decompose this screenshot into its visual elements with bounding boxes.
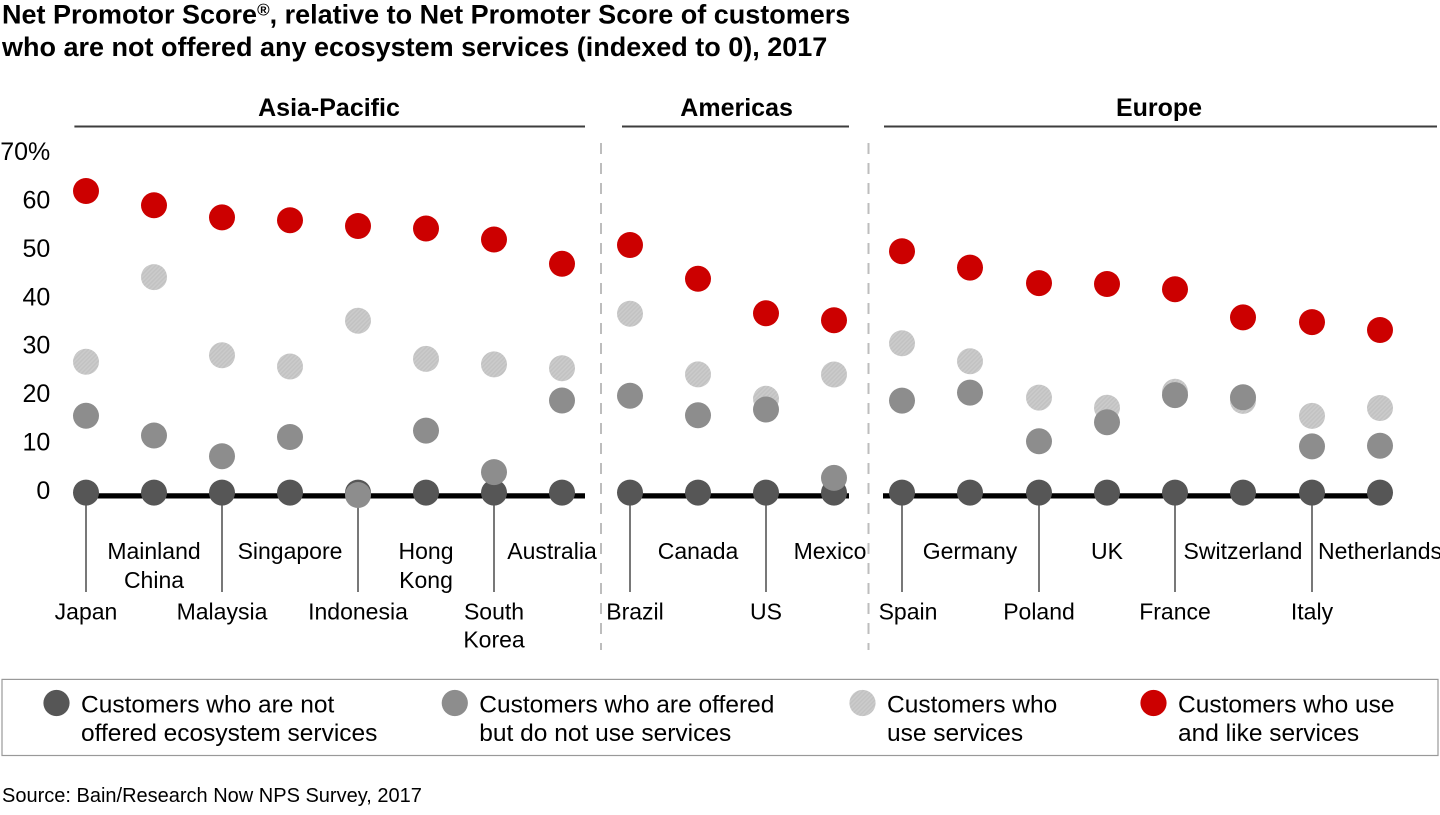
- svg-text:Poland: Poland: [1003, 599, 1075, 625]
- svg-text:who are not offered any ecosys: who are not offered any ecosystem servic…: [1, 32, 827, 62]
- svg-text:Netherlands: Netherlands: [1318, 538, 1440, 564]
- svg-text:Asia-Pacific: Asia-Pacific: [258, 94, 400, 122]
- svg-text:Customers who: Customers who: [887, 692, 1057, 719]
- svg-text:US: US: [750, 599, 782, 625]
- svg-text:Hong: Hong: [399, 538, 454, 564]
- svg-text:South: South: [464, 599, 524, 625]
- svg-text:Australia: Australia: [507, 538, 597, 564]
- svg-text:70%: 70%: [0, 138, 50, 166]
- svg-text:France: France: [1139, 599, 1211, 625]
- svg-text:use services: use services: [887, 720, 1023, 747]
- svg-text:Canada: Canada: [658, 538, 739, 564]
- svg-text:Mainland: Mainland: [107, 538, 200, 564]
- svg-text:Italy: Italy: [1291, 599, 1334, 625]
- svg-text:10: 10: [22, 429, 50, 457]
- svg-text:and like services: and like services: [1178, 720, 1359, 747]
- svg-text:Americas: Americas: [680, 94, 793, 122]
- svg-text:Brazil: Brazil: [606, 599, 664, 625]
- svg-text:Malaysia: Malaysia: [177, 599, 268, 625]
- svg-text:0: 0: [36, 477, 50, 505]
- svg-text:Kong: Kong: [399, 567, 453, 593]
- svg-text:Customers who are offered: Customers who are offered: [479, 692, 774, 719]
- svg-text:30: 30: [22, 332, 50, 360]
- svg-text:Japan: Japan: [55, 599, 118, 625]
- svg-text:UK: UK: [1091, 538, 1124, 564]
- svg-text:Customers who are not: Customers who are not: [81, 692, 334, 719]
- svg-text:Switzerland: Switzerland: [1184, 538, 1303, 564]
- svg-text:Singapore: Singapore: [238, 538, 343, 564]
- svg-text:Mexico: Mexico: [794, 538, 867, 564]
- svg-text:Europe: Europe: [1116, 94, 1202, 122]
- svg-text:Korea: Korea: [463, 627, 525, 653]
- svg-text:Source: Bain/Research Now NPS: Source: Bain/Research Now NPS Survey, 20…: [2, 785, 422, 807]
- svg-text:Net Promotor Score®, relative: Net Promotor Score®, relative to Net Pro…: [2, 0, 850, 30]
- svg-text:40: 40: [22, 283, 50, 311]
- svg-text:Indonesia: Indonesia: [308, 599, 408, 625]
- svg-text:China: China: [124, 567, 184, 593]
- svg-text:60: 60: [22, 186, 50, 214]
- svg-text:offered ecosystem services: offered ecosystem services: [81, 720, 377, 747]
- svg-text:20: 20: [22, 380, 50, 408]
- svg-text:50: 50: [22, 235, 50, 263]
- svg-text:but do not use services: but do not use services: [479, 720, 731, 747]
- svg-text:Germany: Germany: [923, 538, 1018, 564]
- svg-text:Spain: Spain: [879, 599, 938, 625]
- svg-text:Customers who use: Customers who use: [1178, 692, 1395, 719]
